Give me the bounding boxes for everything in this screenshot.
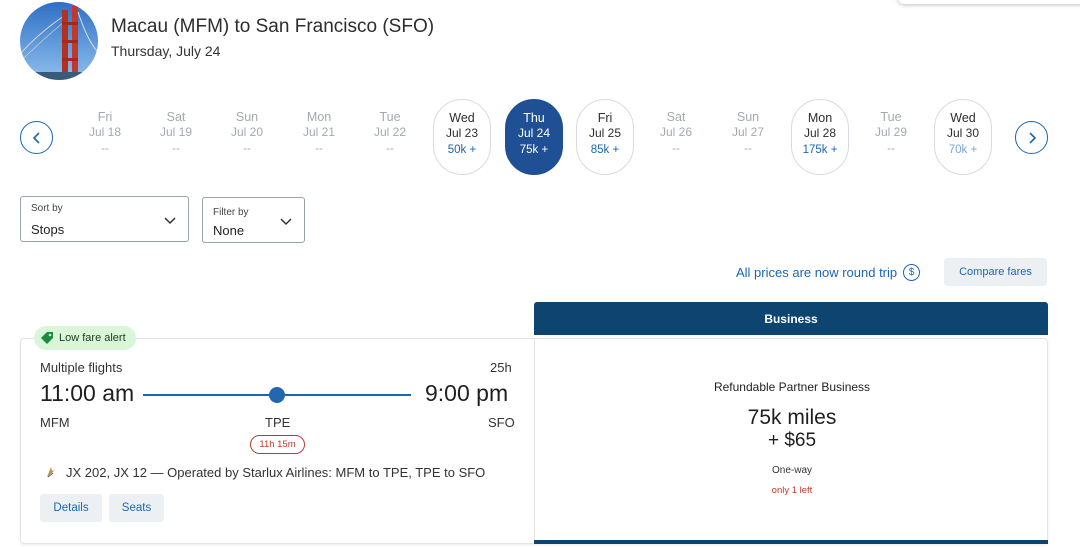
flight-numbers: JX 202, JX 12 — Operated by Starlux Airl… (66, 465, 486, 480)
itinerary-type: Multiple flights (40, 360, 123, 375)
route-date: Thursday, July 24 (111, 43, 221, 59)
round-trip-notice[interactable]: All prices are now round trip $ (736, 264, 921, 281)
dollar-circle-icon: $ (903, 264, 921, 281)
chevron-right-icon (1028, 131, 1036, 144)
seats-button[interactable]: Seats (109, 494, 164, 522)
next-dates-button[interactable] (1015, 121, 1048, 154)
origin-code: MFM (40, 415, 70, 430)
date-option: Tue Jul 22 -- (373, 110, 407, 155)
destination-photo (20, 2, 98, 80)
date-option-selected[interactable]: Thu Jul 24 75k + (505, 99, 563, 175)
starlux-airline-icon (47, 467, 55, 478)
filter-by-select[interactable]: Filter by None (202, 197, 305, 243)
date-option: Sun Jul 27 -- (731, 110, 765, 155)
cabin-header-business: Business (534, 302, 1048, 335)
date-option: Fri Jul 18 -- (88, 110, 122, 155)
low-fare-alert-badge: Low fare alert (34, 326, 136, 350)
round-trip-text: All prices are now round trip (736, 265, 898, 280)
business-fare-option[interactable]: Refundable Partner Business 75k miles + … (534, 338, 1048, 541)
date-option: Sat Jul 19 -- (159, 110, 193, 155)
date-option[interactable]: Fri Jul 25 85k + (576, 99, 634, 175)
date-option[interactable]: Mon Jul 28 175k + (791, 99, 849, 175)
date-option[interactable]: Wed Jul 23 50k + (433, 99, 491, 175)
fare-trip-type: One-way (771, 465, 812, 476)
previous-dates-button[interactable] (20, 121, 53, 154)
date-option: Mon Jul 21 -- (302, 110, 336, 155)
route-title: Macau (MFM) to San Francisco (SFO) (111, 16, 435, 37)
chevron-left-icon (32, 131, 40, 144)
fare-name: Refundable Partner Business (713, 380, 871, 394)
departure-time: 11:00 am (40, 380, 135, 406)
date-option: Tue Jul 29 -- (874, 110, 908, 155)
tag-icon (41, 332, 53, 344)
fare-cell-bottom-bar (534, 540, 1048, 544)
date-option: Sun Jul 20 -- (230, 110, 264, 155)
stop-code: TPE (265, 415, 291, 430)
sort-by-select[interactable]: Sort by Stops (20, 196, 189, 242)
account-dropdown-edge (898, 0, 1080, 4)
fare-miles: 75k miles (747, 406, 837, 429)
stop-marker (269, 387, 285, 403)
layover-badge: 11h 15m (250, 435, 305, 454)
destination-code: SFO (488, 415, 515, 430)
date-option: Sat Jul 26 -- (659, 110, 693, 155)
date-option[interactable]: Wed Jul 30 70k + (934, 99, 992, 175)
fare-tax: + $65 (767, 430, 817, 451)
arrival-time: 9:00 pm (425, 380, 509, 406)
seats-left-warning: only 1 left (771, 485, 813, 496)
chevron-down-icon (164, 217, 176, 225)
chevron-down-icon (280, 218, 292, 226)
compare-fares-button[interactable]: Compare fares (944, 258, 1047, 286)
details-button[interactable]: Details (40, 494, 102, 522)
total-duration: 25h (490, 360, 512, 375)
